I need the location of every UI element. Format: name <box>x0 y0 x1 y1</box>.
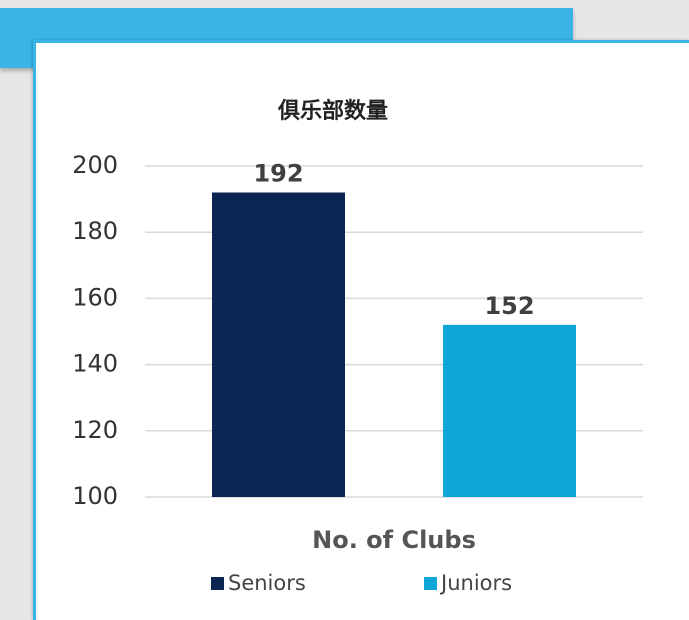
legend-label: Seniors <box>228 571 306 595</box>
legend-swatch <box>424 577 437 590</box>
x-tick-label: No. of Clubs <box>312 526 476 554</box>
y-tick-label: 120 <box>72 416 118 444</box>
bar <box>212 192 345 498</box>
legend-label: Juniors <box>439 571 512 595</box>
chart-title: 俱乐部数量 <box>277 98 388 124</box>
y-tick-label: 140 <box>72 350 118 378</box>
y-tick-label: 200 <box>72 151 118 179</box>
data-label: 152 <box>484 292 534 320</box>
data-label: 192 <box>253 159 303 187</box>
y-tick-label: 180 <box>72 217 118 245</box>
bar <box>443 324 576 497</box>
chart-card <box>33 40 689 620</box>
y-tick-label: 160 <box>72 283 118 311</box>
legend-swatch <box>211 577 224 590</box>
y-tick-label: 100 <box>72 482 118 510</box>
